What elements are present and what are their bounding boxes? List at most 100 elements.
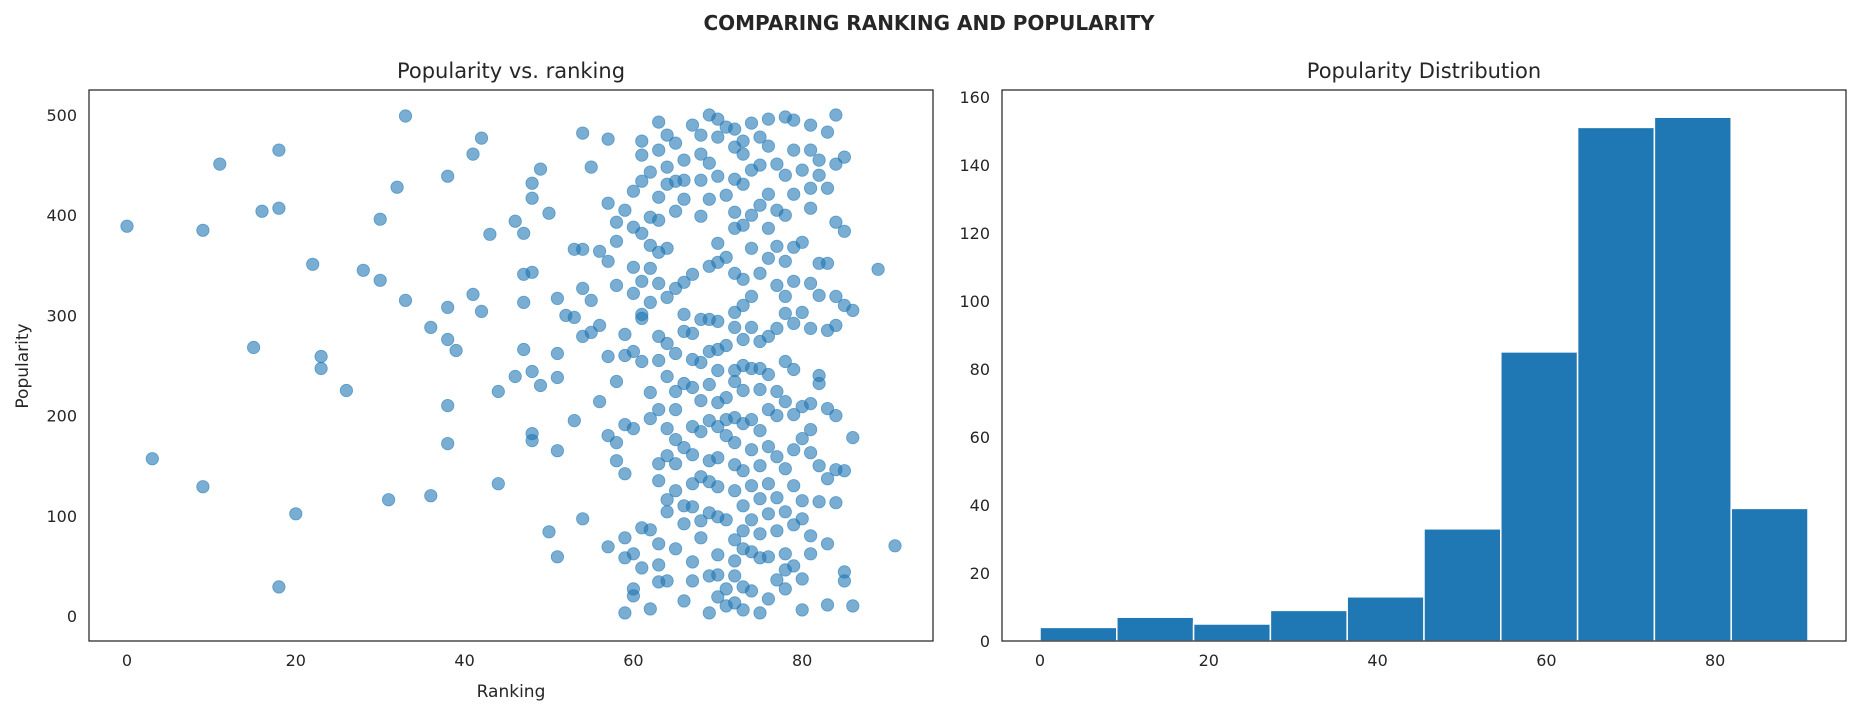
scatter-point bbox=[702, 606, 716, 620]
scatter-point bbox=[736, 499, 750, 513]
histogram-bar bbox=[1116, 616, 1195, 642]
scatter-point bbox=[601, 196, 615, 210]
scatter-point bbox=[761, 507, 776, 521]
scatter-point bbox=[846, 599, 860, 613]
histogram-bar bbox=[1346, 596, 1425, 642]
scatter-point bbox=[247, 340, 261, 355]
y-tick-label: 0 bbox=[67, 607, 77, 626]
scatter-point bbox=[711, 112, 725, 126]
scatter-point bbox=[441, 300, 455, 314]
scatter-point bbox=[846, 303, 860, 317]
scatter-point bbox=[626, 589, 641, 603]
scatter-point bbox=[770, 491, 784, 505]
histogram-bars bbox=[1039, 116, 1809, 642]
scatter-point bbox=[652, 213, 666, 227]
scatter-point bbox=[711, 130, 725, 144]
scatter-point bbox=[584, 160, 598, 174]
scatter-point bbox=[373, 273, 387, 287]
scatter-point bbox=[812, 168, 826, 182]
scatter-point bbox=[787, 407, 801, 422]
scatter-point bbox=[685, 574, 700, 588]
scatter-point bbox=[837, 574, 852, 588]
scatter-point bbox=[812, 376, 826, 391]
scatter-point bbox=[787, 479, 801, 493]
scatter-point bbox=[761, 112, 776, 126]
scatter-point bbox=[728, 484, 742, 498]
figure-title: COMPARING RANKING AND POPULARITY bbox=[703, 11, 1155, 35]
scatter-title: Popularity vs. ranking bbox=[397, 59, 625, 83]
scatter-point bbox=[542, 525, 556, 539]
scatter-point bbox=[660, 421, 674, 436]
scatter-point bbox=[778, 254, 792, 268]
scatter-point bbox=[626, 260, 641, 274]
scatter-point bbox=[803, 181, 818, 195]
scatter-point bbox=[728, 569, 742, 583]
scatter-point bbox=[550, 291, 565, 305]
scatter-point bbox=[778, 547, 792, 561]
x-tick-label: 80 bbox=[1705, 651, 1725, 670]
scatter-point bbox=[711, 314, 725, 328]
scatter-point bbox=[795, 431, 809, 446]
scatter-point bbox=[652, 402, 666, 417]
histogram-bar bbox=[1423, 528, 1502, 642]
scatter-point bbox=[677, 594, 691, 608]
scatter-point bbox=[576, 281, 590, 295]
scatter-point bbox=[787, 559, 801, 573]
scatter-point bbox=[829, 157, 843, 171]
scatter-point bbox=[753, 130, 767, 144]
scatter-point bbox=[736, 332, 750, 347]
scatter-point bbox=[753, 606, 767, 620]
scatter-point bbox=[272, 580, 286, 594]
scatter-point bbox=[685, 555, 700, 569]
scatter-point bbox=[356, 263, 370, 277]
scatter-point bbox=[660, 290, 674, 304]
scatter-point bbox=[803, 422, 818, 437]
histogram-bar bbox=[1576, 126, 1656, 642]
histogram-panel: Popularity Distribution 0 20 40 60 80 0 20 40 6… bbox=[959, 59, 1847, 670]
scatter-point bbox=[626, 421, 641, 436]
scatter-point bbox=[795, 603, 809, 617]
y-tick-label: 100 bbox=[46, 507, 77, 526]
x-tick-label: 0 bbox=[1035, 651, 1045, 670]
scatter-point bbox=[778, 289, 792, 303]
scatter-point bbox=[803, 321, 818, 335]
scatter-point bbox=[787, 316, 801, 330]
scatter-point bbox=[643, 411, 657, 426]
scatter-point bbox=[652, 353, 666, 368]
scatter-point bbox=[576, 512, 590, 526]
scatter-point bbox=[517, 295, 531, 309]
scatter-point bbox=[272, 143, 286, 157]
scatter-point bbox=[643, 602, 657, 616]
scatter-point bbox=[466, 287, 480, 301]
scatter-x-ticks: 0 20 40 60 80 bbox=[122, 651, 812, 670]
scatter-point bbox=[609, 435, 624, 450]
scatter-point bbox=[441, 332, 455, 347]
scatter-point bbox=[761, 592, 776, 606]
scatter-point bbox=[753, 198, 767, 212]
scatter-point bbox=[736, 272, 750, 286]
scatter-point bbox=[711, 169, 725, 183]
histogram-bar bbox=[1653, 116, 1732, 642]
scatter-point bbox=[685, 118, 700, 132]
histogram-bar bbox=[1500, 351, 1579, 642]
x-tick-label: 60 bbox=[1536, 651, 1556, 670]
scatter-point bbox=[685, 267, 700, 281]
scatter-point bbox=[213, 157, 227, 171]
scatter-point bbox=[255, 204, 269, 218]
scatter-point bbox=[685, 326, 700, 340]
scatter-point bbox=[711, 590, 725, 604]
scatter-point bbox=[466, 147, 480, 161]
scatter-point bbox=[753, 382, 767, 397]
scatter-point bbox=[770, 573, 784, 587]
scatter-point bbox=[390, 180, 404, 194]
scatter-point bbox=[736, 603, 750, 617]
x-tick-label: 0 bbox=[122, 651, 132, 670]
scatter-point bbox=[635, 226, 649, 240]
scatter-point bbox=[744, 412, 759, 427]
scatter-point bbox=[576, 242, 590, 256]
x-tick-label: 20 bbox=[1199, 651, 1219, 670]
scatter-point bbox=[508, 369, 522, 384]
scatter-point bbox=[314, 349, 328, 364]
scatter-point bbox=[702, 192, 716, 206]
